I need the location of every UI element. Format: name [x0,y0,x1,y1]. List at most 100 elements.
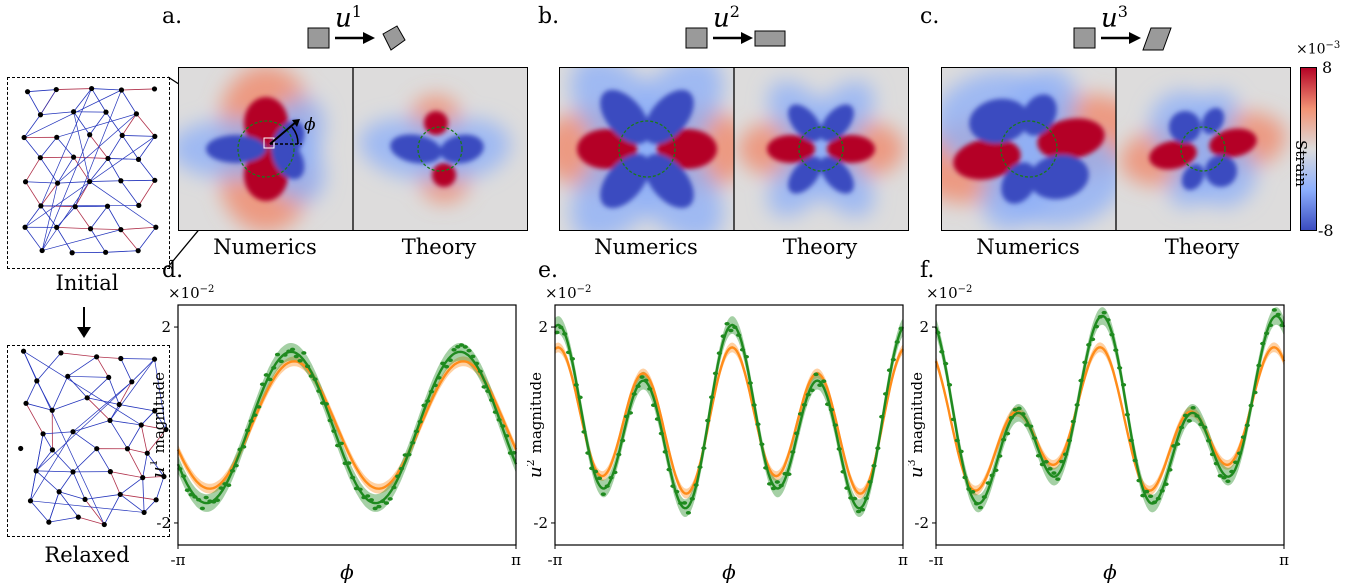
strain-lobe [767,135,815,163]
numerics-point [565,350,572,355]
strain-lobe [644,153,694,209]
numerics-point [1032,436,1038,441]
numerics-point [585,451,591,455]
lattice-node [152,133,158,140]
numerics-point [558,325,564,330]
numerics-point [304,364,311,369]
lattice-bond [107,135,123,159]
strain-lobe [820,104,854,142]
numerics-point [840,469,846,474]
numerics-point [199,506,206,511]
numerics-point [562,332,568,336]
chart-e-scale: ×10−2 [545,284,592,302]
lattice-node [153,497,159,503]
lattice-bond [23,350,142,426]
strain-lobe [644,89,694,145]
lattice-bond [120,494,157,501]
numerics-point [436,375,442,380]
numerics-point [259,382,266,387]
numerics-point [946,383,953,387]
numerics-point [466,348,472,353]
chart-d-scale: ×10−2 [168,284,215,302]
lattice-node [71,154,77,160]
numerics-map [179,68,325,230]
numerics-point [357,487,363,492]
lattice-bond [30,500,50,523]
numerics-point [728,328,734,333]
numerics-point [1028,424,1034,429]
numerics-point [797,412,804,416]
lattice-bond [127,448,148,454]
lattice-bond [120,358,133,382]
numerics-point [1113,348,1119,352]
numerics-point [1074,403,1080,407]
reference-circle [1000,120,1058,178]
panel-d-letter: d. [162,258,184,283]
numerics-point [635,384,641,388]
lattice-node [151,86,158,92]
numerics-point [981,495,987,499]
lattice-bond [35,449,53,472]
numerics-point [678,501,684,506]
lattice-bond [40,89,57,115]
numerics-point [1090,337,1096,342]
panel-a-theory-label: Theory [401,235,477,259]
lattice-bond [48,491,60,523]
y-tick-label: 2 [919,318,929,336]
lattice-node [38,203,44,209]
numerics-point [391,485,397,490]
numerics-point [755,422,761,427]
numerics-point [1117,366,1123,370]
numerics-point [335,443,341,448]
numerics-point [701,446,707,450]
down-arrow-icon [77,307,91,338]
numerics-point [181,474,187,479]
numerics-point [712,371,719,376]
numerics-point [681,501,688,505]
lattice-bond [30,500,145,513]
lattice-bond [78,516,105,525]
numerics-point [458,343,465,347]
lattice-bond [90,206,108,229]
numerics-point [974,501,980,506]
numerics-point [658,431,664,436]
lattice-bond [56,227,73,253]
lattice-bond [121,88,155,91]
numerics-point [1209,452,1216,457]
numerics-point [770,486,777,491]
lattice-node [104,203,111,209]
numerics-point [639,375,645,379]
lattice-bond [72,431,98,450]
lattice-node [94,446,100,452]
numerics-point [631,392,637,396]
lattice-bond [27,91,41,115]
numerics-point [600,492,606,496]
numerics-point [581,430,587,434]
lattice-bond [105,250,139,253]
numerics-point [1136,478,1142,483]
numerics-point [1062,452,1069,457]
lattice-bond [138,136,156,160]
numerics-point [421,403,427,408]
numerics-point [1047,467,1053,471]
lattice-bond [60,352,97,358]
y-tick-label: -2 [914,514,929,532]
lattice-bond [109,420,142,426]
numerics-line [554,323,905,510]
lattice-node [82,496,88,503]
lattice-node [37,112,44,118]
numerics-point [443,364,450,369]
mode-a-symbol: u [335,3,352,34]
lattice-node [107,417,113,424]
numerics-point [782,471,788,476]
lattice-bond [119,494,145,513]
lattice-bond [141,424,167,430]
numerics-point [211,500,217,504]
numerics-point [1186,419,1192,423]
numerics-point [500,424,506,428]
mode-b-symbol: u [713,3,730,34]
numerics-point [1194,414,1200,418]
lattice-bond [91,88,107,113]
plot-frame [554,304,904,546]
numerics-point [316,389,322,393]
